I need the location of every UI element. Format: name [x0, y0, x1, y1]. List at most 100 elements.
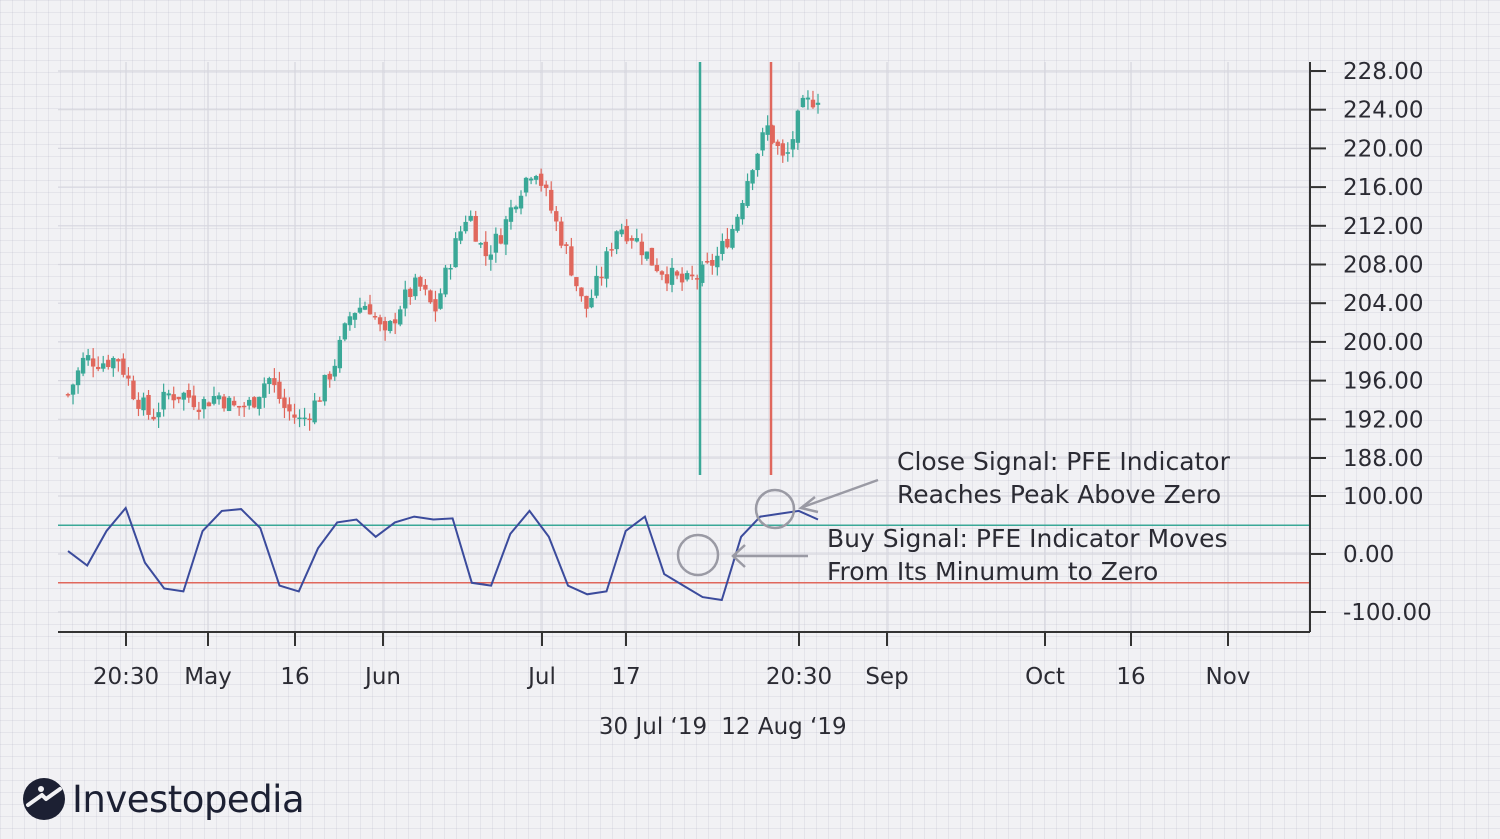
candle-body: [347, 316, 353, 326]
signal-lines: [698, 62, 773, 475]
candle-body: [659, 271, 665, 275]
candle-body: [543, 184, 549, 189]
candle-body: [141, 397, 146, 411]
candle-body: [453, 238, 458, 268]
candle-body: [574, 277, 579, 287]
candle-body: [101, 363, 106, 369]
candle-body: [473, 215, 478, 242]
candle-body: [126, 375, 131, 379]
candle-body: [403, 289, 408, 309]
candle-body: [614, 231, 619, 250]
candle-body: [272, 378, 277, 386]
candle-body: [810, 99, 816, 108]
candle-body: [111, 357, 116, 369]
candle-body: [96, 366, 101, 370]
candle-body: [619, 229, 624, 235]
candle-body: [705, 261, 710, 263]
candle-body: [106, 359, 111, 368]
candle-body: [533, 176, 539, 180]
candle-body: [468, 215, 473, 221]
candle-body: [599, 276, 604, 279]
candle-body: [433, 299, 438, 312]
close-signal-text: Close Signal: PFE Indicator: [897, 447, 1231, 476]
candle-body: [735, 216, 740, 231]
candle-body: [639, 241, 645, 256]
candle-body: [700, 264, 705, 283]
candle-body: [247, 399, 252, 406]
candle-body: [589, 297, 594, 308]
date-mark-label: 12 Aug ‘19: [721, 714, 846, 740]
annotations: Close Signal: PFE Indicator Reaches Peak …: [676, 447, 1231, 586]
price-tick-label: 188.00: [1343, 446, 1423, 472]
candle-body: [307, 418, 312, 421]
price-tick-label: 208.00: [1343, 253, 1423, 279]
x-tick-label: 20:30: [766, 664, 832, 690]
candle-body: [478, 243, 483, 245]
candle-body: [488, 254, 494, 260]
candle-body: [65, 394, 71, 396]
candle-body: [483, 241, 488, 257]
candle-body: [70, 384, 76, 395]
candle-body: [131, 380, 136, 400]
candle-body: [387, 320, 393, 332]
candle-body: [201, 399, 207, 410]
candle-body: [413, 277, 418, 297]
candle-body: [715, 255, 720, 268]
candle-body: [90, 358, 96, 367]
candle-body: [513, 206, 519, 210]
candle-body: [196, 409, 202, 412]
price-tick-label: 192.00: [1343, 407, 1423, 433]
candle-body: [629, 238, 634, 241]
candle-body: [151, 416, 156, 420]
candle-body: [710, 259, 715, 266]
candle-body: [624, 225, 629, 242]
price-tick-label: 204.00: [1343, 291, 1423, 317]
candle-body: [211, 395, 217, 404]
candle-body: [458, 231, 463, 241]
candle-body: [186, 390, 192, 398]
candle-body: [720, 241, 725, 254]
candle-body: [604, 251, 609, 279]
candle-body: [785, 152, 790, 154]
buy-signal-text: Buy Signal: PFE Indicator Moves: [827, 524, 1228, 553]
candle-body: [770, 125, 775, 143]
price-tick-label: 216.00: [1343, 175, 1423, 201]
candle-body: [221, 396, 227, 409]
candle-body: [423, 284, 428, 290]
candle-body: [765, 125, 770, 135]
candle-body: [161, 391, 166, 410]
candle-body: [166, 393, 171, 396]
candle-body: [518, 195, 524, 209]
candle-body: [649, 247, 655, 266]
candle-body: [594, 275, 599, 296]
candle-body: [342, 323, 348, 340]
candle-body: [75, 370, 81, 386]
close-signal-text: Reaches Peak Above Zero: [897, 480, 1221, 509]
buy-signal-circle: [676, 533, 720, 577]
candle-body: [367, 304, 373, 315]
candle-body: [362, 305, 368, 310]
candle-body: [252, 397, 257, 408]
price-tick-label: 224.00: [1343, 98, 1423, 124]
chart-grid: [58, 62, 1310, 632]
candle-body: [790, 139, 796, 150]
candle-body: [679, 273, 685, 283]
candle-body: [116, 359, 121, 362]
indicator-tick-label: 0.00: [1343, 542, 1394, 568]
candle-body: [287, 404, 292, 412]
candle-body: [392, 319, 398, 324]
pfe-indicator-line: [67, 506, 819, 602]
brand-name: Investopedia: [72, 777, 305, 821]
candle-body: [312, 400, 317, 423]
price-tick-label: 200.00: [1343, 330, 1423, 356]
candle-body: [322, 374, 327, 402]
candle-body: [216, 395, 222, 400]
candle-body: [508, 207, 514, 222]
candle-body: [805, 97, 811, 100]
price-tick-label: 220.00: [1343, 136, 1423, 162]
candle-body: [503, 219, 509, 245]
candlesticks: [65, 90, 821, 431]
candle-body: [337, 339, 343, 369]
candle-body: [176, 396, 181, 400]
candle-body: [750, 170, 755, 184]
